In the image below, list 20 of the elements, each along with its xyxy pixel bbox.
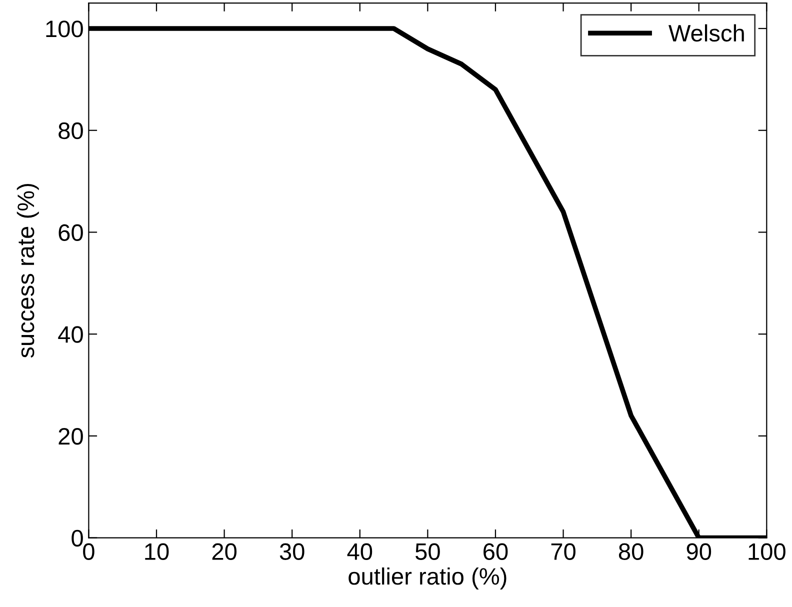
x-tick-label: 80 xyxy=(618,543,644,560)
y-tick-label: 60 xyxy=(58,224,83,242)
y-axis-title: success rate (%) xyxy=(16,184,39,358)
x-tick-label: 70 xyxy=(551,543,576,560)
legend-label: Welsch xyxy=(668,24,744,42)
x-tick-label: 90 xyxy=(686,543,712,560)
x-tick-label: 50 xyxy=(415,543,440,560)
y-tick-label: 100 xyxy=(46,20,83,38)
y-tick-label: 0 xyxy=(72,530,83,547)
x-tick-label: 0 xyxy=(83,543,94,560)
x-tick-label: 40 xyxy=(347,543,372,560)
x-tick-label: 10 xyxy=(145,543,169,560)
y-tick-label: 80 xyxy=(58,122,83,140)
x-tick-label: 60 xyxy=(484,543,508,560)
x-axis-title: outlier ratio (%) xyxy=(348,567,506,590)
x-tick-label: 30 xyxy=(280,543,304,560)
x-tick-label: 20 xyxy=(212,543,237,560)
x-tick-label: 100 xyxy=(748,543,786,560)
y-tick-label: 40 xyxy=(58,326,83,343)
y-tick-label: 20 xyxy=(58,428,83,445)
